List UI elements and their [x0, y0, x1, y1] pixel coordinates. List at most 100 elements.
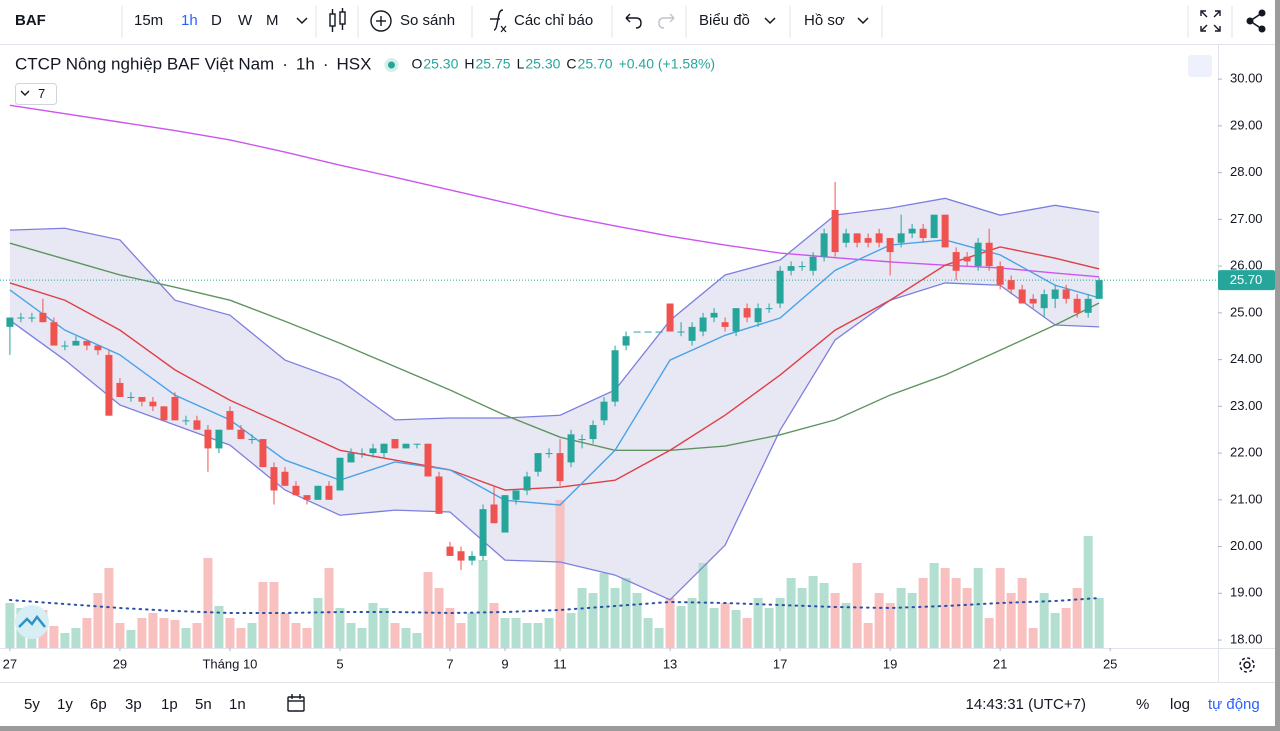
percent-toggle[interactable]: %	[1136, 696, 1149, 713]
x-tick-label: 25	[1103, 656, 1117, 671]
candle-body	[985, 242, 993, 267]
volume-bar	[1061, 608, 1071, 648]
interval-button[interactable]: 1h	[181, 12, 198, 29]
volume-bar	[830, 593, 840, 648]
candle-body	[435, 476, 443, 514]
range-button[interactable]: 1p	[161, 696, 178, 713]
volume-bar	[170, 620, 180, 648]
volume-bar	[698, 563, 708, 648]
chart-menu-chevron[interactable]	[764, 17, 776, 25]
volume-bar	[192, 623, 202, 648]
compare-icon[interactable]	[370, 10, 392, 32]
chart-menu[interactable]: Biểu đồ	[699, 12, 750, 29]
share-button[interactable]	[1246, 9, 1266, 33]
candle-body	[193, 420, 201, 430]
x-tick-label: Tháng 10	[202, 656, 257, 671]
legend-key: C	[566, 56, 576, 72]
candle-body	[226, 411, 234, 430]
candle-body	[611, 350, 619, 402]
range-button[interactable]: 1n	[229, 696, 246, 713]
candle-body	[1029, 298, 1037, 304]
legend-value: 25.30	[525, 56, 560, 72]
volume-bar	[346, 623, 356, 648]
volume-bar	[588, 593, 598, 648]
interval-button[interactable]: W	[238, 12, 253, 29]
candle-body	[721, 322, 729, 327]
candle-body	[699, 317, 707, 332]
candle-body	[831, 210, 839, 253]
candle-body	[787, 266, 795, 271]
candle-body	[182, 420, 190, 422]
volume-bar	[236, 628, 246, 648]
settings-shortcut[interactable]	[1188, 55, 1212, 77]
candle-body	[886, 238, 894, 253]
x-tick-label: 13	[663, 656, 677, 671]
indicators-button[interactable]: Các chỉ báo	[514, 12, 593, 29]
range-button[interactable]: 5y	[24, 696, 40, 713]
volume-bar	[1017, 578, 1027, 648]
volume-bar	[874, 593, 884, 648]
candle-body	[798, 266, 806, 268]
range-button[interactable]: 1y	[57, 696, 73, 713]
log-toggle[interactable]: log	[1170, 696, 1190, 713]
indicator-toggle-chevron[interactable]	[20, 90, 30, 96]
candle-type-icon[interactable]	[329, 8, 346, 32]
fullscreen-button[interactable]	[1200, 10, 1221, 32]
candle-body	[578, 439, 586, 441]
calendar-icon[interactable]	[287, 694, 305, 712]
candle-body	[292, 485, 300, 496]
symbol[interactable]: BAF	[15, 12, 46, 29]
indicator-toggle[interactable]	[15, 83, 57, 105]
interval-button[interactable]: D	[211, 12, 222, 29]
toolbar-separators	[121, 6, 1233, 38]
interval-button[interactable]: 15m	[134, 12, 163, 29]
volume-bar	[819, 583, 829, 648]
indicators-icon[interactable]	[490, 9, 507, 33]
volume-bar	[720, 603, 730, 648]
volume-bar	[885, 603, 895, 648]
range-button[interactable]: 3p	[125, 696, 142, 713]
bottom-frame	[0, 726, 1280, 731]
interval-chevron[interactable]	[296, 17, 308, 25]
volume-bar	[995, 568, 1005, 648]
settings-gear[interactable]	[1239, 657, 1255, 673]
candle-body	[248, 439, 256, 441]
interval-button[interactable]: M	[266, 12, 279, 29]
volume-bar	[148, 613, 158, 648]
candle-body	[1018, 289, 1026, 304]
volume-bar	[368, 603, 378, 648]
range-button[interactable]: 6p	[90, 696, 107, 713]
indicator-line	[9, 242, 1100, 451]
legend: CTCP Nông nghiệp BAF Việt Nam · 1h · HSX O 25.…	[15, 54, 715, 73]
auto-toggle[interactable]: tự động	[1208, 696, 1260, 713]
band-upper	[9, 197, 1100, 421]
y-tick-label: 20.00	[1230, 538, 1263, 553]
volume-bar	[764, 608, 774, 648]
candle-body	[204, 429, 212, 449]
candle-body	[490, 504, 498, 524]
candle-body	[732, 308, 740, 332]
separator: ·	[323, 54, 329, 73]
candle-body	[710, 312, 718, 318]
indicator-count: 7	[38, 86, 45, 101]
profile-menu[interactable]: Hồ sơ	[804, 12, 845, 29]
compare-button[interactable]: So sánh	[400, 12, 455, 29]
profile-menu-chevron[interactable]	[857, 17, 869, 25]
y-tick-label: 27.00	[1230, 211, 1263, 226]
volume-bar	[500, 618, 510, 648]
volume-bar	[126, 630, 136, 648]
candle-body	[523, 476, 531, 491]
candle-body	[61, 345, 69, 347]
redo-button[interactable]	[658, 13, 675, 29]
legend-value: 25.75	[476, 56, 511, 72]
legend-key: L	[517, 56, 525, 72]
candle-body	[358, 453, 366, 455]
volume-bar	[423, 572, 433, 648]
legend-value: 25.70	[578, 56, 613, 72]
volume-bar	[1050, 613, 1060, 648]
x-tick-label: 7	[446, 656, 453, 671]
range-button[interactable]: 5n	[195, 696, 212, 713]
candle-body	[644, 331, 652, 333]
undo-button[interactable]	[625, 13, 642, 29]
exchange: HSX	[336, 54, 371, 73]
